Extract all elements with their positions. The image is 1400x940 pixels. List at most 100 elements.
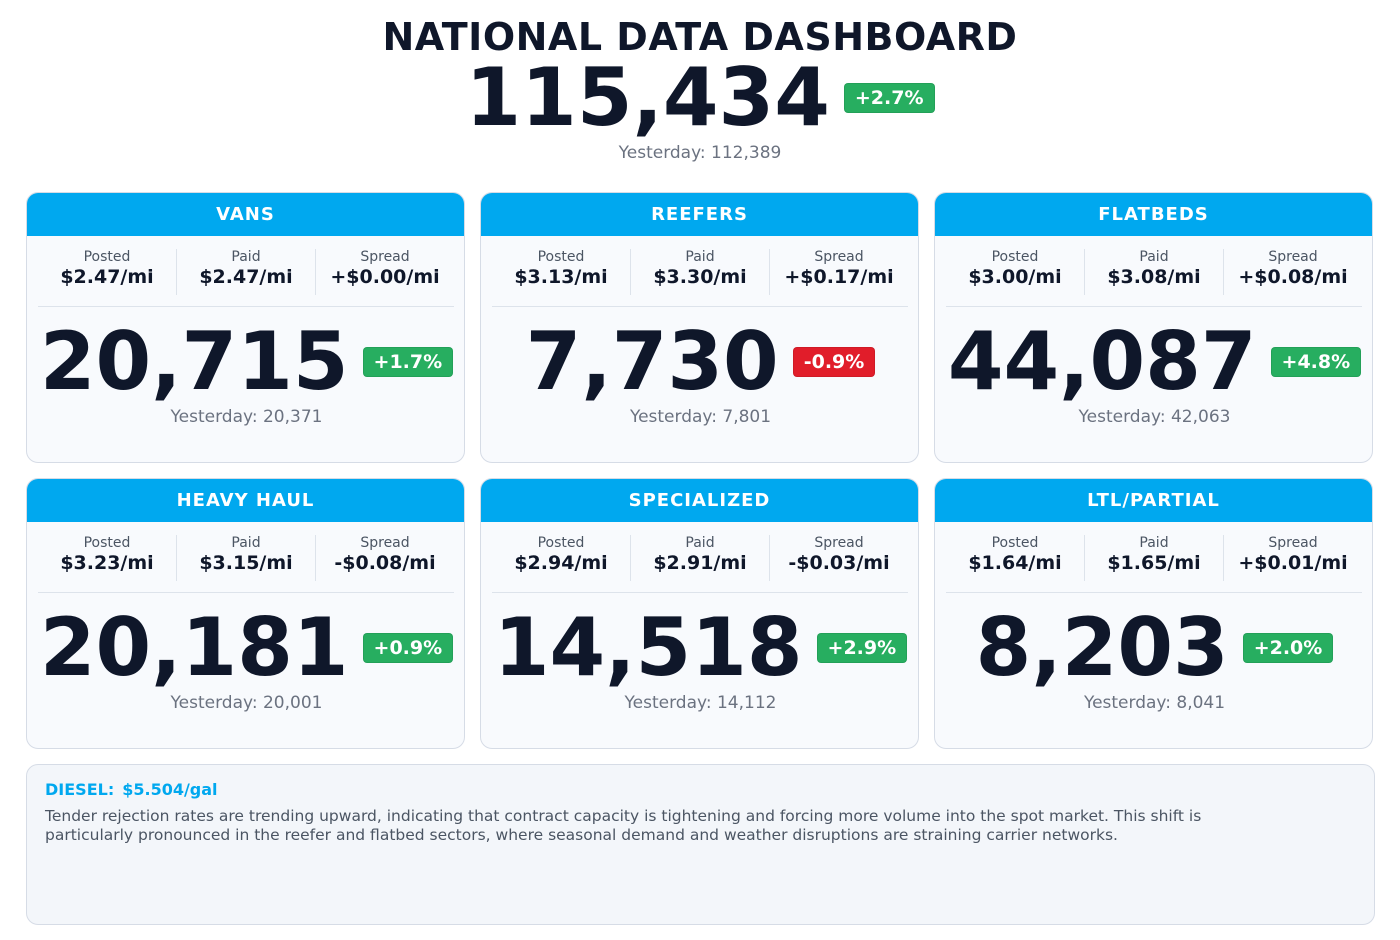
paid-rate: Paid $3.08/mi: [1085, 249, 1224, 295]
yesterday-value: Yesterday: 20,001: [170, 693, 323, 713]
metric-row: 44,087 +4.8%: [935, 315, 1372, 408]
yesterday-value: Yesterday: 42,063: [1078, 407, 1231, 427]
posted-rate: Posted $1.64/mi: [946, 535, 1085, 581]
paid-rate: Paid $2.91/mi: [631, 535, 770, 581]
card-flatbeds: FLATBEDS Posted $3.00/mi Paid $3.08/mi S…: [934, 192, 1373, 463]
yesterday-value: Yesterday: 20,371: [170, 407, 323, 427]
posted-rate: Posted $2.47/mi: [38, 249, 177, 295]
metric-value: 7,730: [525, 315, 779, 408]
paid-label: Paid: [685, 249, 715, 265]
diesel-value: $5.504/gal: [122, 780, 218, 799]
posted-label: Posted: [83, 535, 131, 551]
spread-rate: Spread +$0.01/mi: [1224, 535, 1362, 581]
national-total-row: 115,434 +2.7%: [0, 52, 1400, 144]
paid-rate: Paid $3.15/mi: [177, 535, 316, 581]
diesel-label: DIESEL:: [45, 780, 115, 799]
posted-label: Posted: [537, 535, 585, 551]
spread-rate: Spread +$0.08/mi: [1224, 249, 1362, 295]
spread-label: Spread: [814, 535, 864, 551]
spread-rate: Spread -$0.08/mi: [316, 535, 454, 581]
metric-value: 44,087: [947, 315, 1257, 408]
card-vans: VANS Posted $2.47/mi Paid $2.47/mi Sprea…: [26, 192, 465, 463]
metric-value: 14,518: [493, 601, 803, 694]
spread-label: Spread: [1268, 249, 1318, 265]
paid-rate: Paid $1.65/mi: [1085, 535, 1224, 581]
change-badge: -0.9%: [792, 347, 876, 377]
posted-rate: Posted $3.00/mi: [946, 249, 1085, 295]
metric-value: 20,715: [39, 315, 349, 408]
spread-value: -$0.08/mi: [334, 552, 436, 574]
posted-value: $1.64/mi: [968, 552, 1062, 574]
national-yesterday: Yesterday: 112,389: [618, 143, 782, 163]
paid-value: $2.47/mi: [199, 266, 293, 288]
yesterday-value: Yesterday: 14,112: [624, 693, 777, 713]
market-notes-panel: DIESEL: $5.504/gal Tender rejection rates…: [26, 764, 1375, 925]
rates-row: Posted $3.00/mi Paid $3.08/mi Spread +$0…: [946, 249, 1362, 307]
spread-value: +$0.01/mi: [1238, 552, 1348, 574]
market-commentary: Tender rejection rates are trending upwa…: [45, 807, 1202, 844]
card-title: LTL/PARTIAL: [935, 479, 1372, 522]
spread-rate: Spread -$0.03/mi: [770, 535, 908, 581]
spread-value: -$0.03/mi: [788, 552, 890, 574]
change-badge: +2.9%: [816, 633, 908, 663]
paid-label: Paid: [685, 535, 715, 551]
spread-label: Spread: [360, 535, 410, 551]
card-ltl-partial: LTL/PARTIAL Posted $1.64/mi Paid $1.65/m…: [934, 478, 1373, 749]
paid-label: Paid: [1139, 535, 1169, 551]
paid-rate: Paid $3.30/mi: [631, 249, 770, 295]
spread-rate: Spread +$0.00/mi: [316, 249, 454, 295]
paid-label: Paid: [1139, 249, 1169, 265]
posted-value: $3.00/mi: [968, 266, 1062, 288]
yesterday-value: Yesterday: 7,801: [629, 407, 772, 427]
paid-label: Paid: [231, 535, 261, 551]
change-badge: +0.9%: [362, 633, 454, 663]
card-title: FLATBEDS: [935, 193, 1372, 236]
metric-row: 20,181 +0.9%: [27, 601, 464, 694]
card-title: REEFERS: [481, 193, 918, 236]
paid-value: $3.08/mi: [1107, 266, 1201, 288]
posted-rate: Posted $3.13/mi: [492, 249, 631, 295]
change-badge: +2.0%: [1242, 633, 1334, 663]
spread-label: Spread: [814, 249, 864, 265]
posted-label: Posted: [83, 249, 131, 265]
card-title: VANS: [27, 193, 464, 236]
metric-value: 20,181: [39, 601, 349, 694]
posted-value: $2.47/mi: [60, 266, 154, 288]
metric-row: 20,715 +1.7%: [27, 315, 464, 408]
paid-value: $2.91/mi: [653, 552, 747, 574]
metric-value: 8,203: [975, 601, 1229, 694]
rates-row: Posted $2.94/mi Paid $2.91/mi Spread -$0…: [492, 535, 908, 593]
change-badge: +1.7%: [362, 347, 454, 377]
card-specialized: SPECIALIZED Posted $2.94/mi Paid $2.91/m…: [480, 478, 919, 749]
paid-label: Paid: [231, 249, 261, 265]
card-reefers: REEFERS Posted $3.13/mi Paid $3.30/mi Sp…: [480, 192, 919, 463]
diesel-price: DIESEL: $5.504/gal: [45, 779, 1356, 801]
metric-row: 8,203 +2.0%: [935, 601, 1372, 694]
page-title: NATIONAL DATA DASHBOARD: [382, 15, 1018, 59]
posted-rate: Posted $3.23/mi: [38, 535, 177, 581]
spread-value: +$0.08/mi: [1238, 266, 1348, 288]
spread-value: +$0.00/mi: [330, 266, 440, 288]
rates-row: Posted $1.64/mi Paid $1.65/mi Spread +$0…: [946, 535, 1362, 593]
rates-row: Posted $3.13/mi Paid $3.30/mi Spread +$0…: [492, 249, 908, 307]
card-title: HEAVY HAUL: [27, 479, 464, 522]
posted-label: Posted: [991, 249, 1039, 265]
rates-row: Posted $3.23/mi Paid $3.15/mi Spread -$0…: [38, 535, 454, 593]
national-change-badge: +2.7%: [843, 83, 935, 113]
card-heavy-haul: HEAVY HAUL Posted $3.23/mi Paid $3.15/mi…: [26, 478, 465, 749]
paid-value: $3.30/mi: [653, 266, 747, 288]
rates-row: Posted $2.47/mi Paid $2.47/mi Spread +$0…: [38, 249, 454, 307]
paid-value: $3.15/mi: [199, 552, 293, 574]
metric-row: 14,518 +2.9%: [481, 601, 918, 694]
posted-value: $2.94/mi: [514, 552, 608, 574]
posted-label: Posted: [537, 249, 585, 265]
paid-value: $1.65/mi: [1107, 552, 1201, 574]
yesterday-value: Yesterday: 8,041: [1083, 693, 1226, 713]
paid-rate: Paid $2.47/mi: [177, 249, 316, 295]
spread-rate: Spread +$0.17/mi: [770, 249, 908, 295]
card-title: SPECIALIZED: [481, 479, 918, 522]
change-badge: +4.8%: [1270, 347, 1362, 377]
posted-rate: Posted $2.94/mi: [492, 535, 631, 581]
posted-label: Posted: [991, 535, 1039, 551]
spread-label: Spread: [1268, 535, 1318, 551]
